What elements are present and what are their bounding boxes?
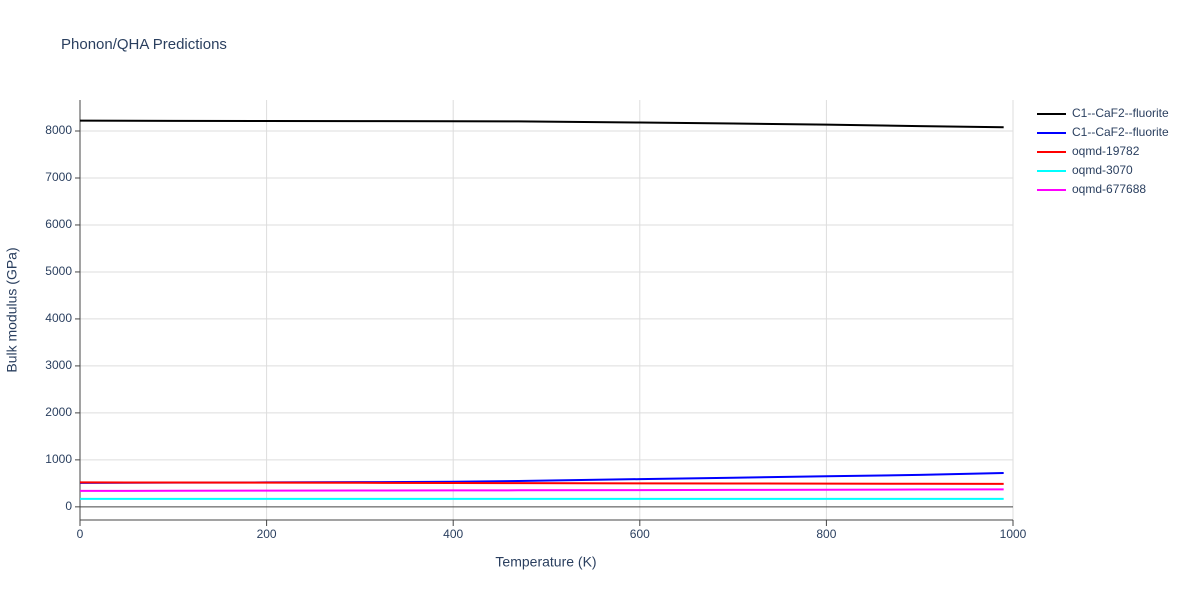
y-tick-label: 3000 xyxy=(45,358,72,372)
y-axis-label: Bulk modulus (GPa) xyxy=(4,247,20,372)
line xyxy=(79,472,1004,484)
x-tick-label: 400 xyxy=(443,527,463,541)
y-tick-label: 4000 xyxy=(45,311,72,325)
y-tick-label: 1000 xyxy=(45,452,72,466)
y-tick-label: 7000 xyxy=(45,170,72,184)
y-tick-label: 8000 xyxy=(45,123,72,137)
line xyxy=(79,119,1004,129)
y-tick-label: 6000 xyxy=(45,217,72,231)
legend-label: oqmd-677688 xyxy=(1072,182,1146,196)
x-tick-label: 600 xyxy=(630,527,650,541)
y-tick-label: 2000 xyxy=(45,405,72,419)
legend-label: C1--CaF2--fluorite xyxy=(1072,106,1169,120)
y-tick-label: 5000 xyxy=(45,264,72,278)
legend-label: C1--CaF2--fluorite xyxy=(1072,125,1169,139)
x-tick-label: 1000 xyxy=(1000,527,1027,541)
line xyxy=(79,488,1004,492)
legend-label: oqmd-3070 xyxy=(1072,163,1133,177)
x-tick-label: 200 xyxy=(257,527,277,541)
x-axis-label: Temperature (K) xyxy=(495,554,596,570)
line xyxy=(79,481,1004,485)
y-tick-label: 0 xyxy=(65,499,72,513)
x-tick-label: 800 xyxy=(816,527,836,541)
chart-title: Phonon/QHA Predictions xyxy=(61,36,227,53)
legend-label: oqmd-19782 xyxy=(1072,144,1140,158)
x-tick-label: 0 xyxy=(77,527,84,541)
